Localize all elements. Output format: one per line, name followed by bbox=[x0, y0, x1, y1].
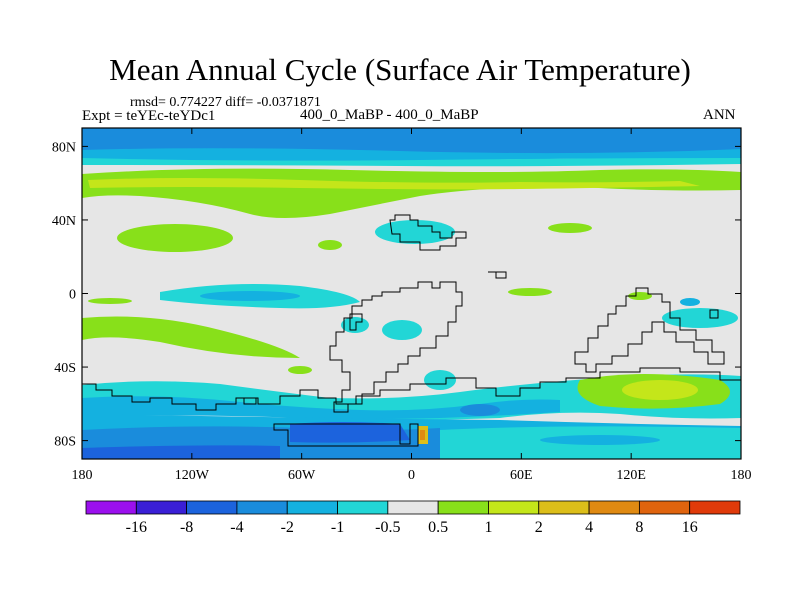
colorbar-label: 4 bbox=[585, 519, 593, 536]
lon-tick-label: 120W bbox=[175, 468, 210, 483]
cool-patch bbox=[680, 298, 700, 306]
colorbar-swatch bbox=[638, 500, 691, 515]
colorbar-swatch bbox=[588, 500, 640, 515]
colorbar-swatch bbox=[236, 500, 288, 515]
arctic-band-cyan bbox=[82, 148, 741, 163]
blue-patch bbox=[460, 404, 500, 416]
coastlines bbox=[82, 214, 741, 447]
arctic-band-lightcyan bbox=[82, 158, 741, 167]
southern-cool-core bbox=[82, 396, 560, 419]
lat-tick-label: 40N bbox=[52, 214, 76, 229]
colorbar-swatch bbox=[387, 500, 439, 515]
colorbar-swatch bbox=[437, 500, 489, 515]
warmer-patch-south bbox=[622, 380, 698, 400]
lon-tick-label: 60E bbox=[510, 468, 533, 483]
warm-patch bbox=[508, 288, 552, 296]
warm-patch bbox=[318, 240, 342, 250]
warm-patch bbox=[628, 292, 652, 300]
longitude-axis: 180 120W 60W 0 60E 120E 180 bbox=[72, 128, 752, 483]
colorbar: -16 -8 -4 -2 -1 -0.5 0.5 1 2 4 8 16 bbox=[85, 500, 741, 536]
lon-tick-label: 120E bbox=[616, 468, 646, 483]
colorbar-label: 8 bbox=[635, 519, 643, 536]
lat-tick-label: 40S bbox=[54, 361, 76, 376]
case-label: 400_0_MaBP - 400_0_MaBP bbox=[300, 107, 479, 123]
lat-tick-label: 0 bbox=[69, 288, 76, 303]
north-warmer-strip bbox=[88, 178, 700, 190]
colorbar-label: 1 bbox=[484, 519, 492, 536]
season-label: ANN bbox=[703, 107, 736, 123]
stats-line: rmsd= 0.774227 diff= -0.0371871 bbox=[130, 95, 321, 110]
warm-patch bbox=[117, 224, 233, 252]
antarctic-deep-blue-core bbox=[290, 422, 410, 443]
colorbar-label: -0.5 bbox=[375, 519, 400, 536]
colorbar-label: 16 bbox=[682, 519, 698, 536]
colorbar-label: -2 bbox=[281, 519, 294, 536]
colorbar-label: 0.5 bbox=[428, 519, 448, 536]
hotter-spot bbox=[420, 430, 425, 440]
colorbar-label: -1 bbox=[331, 519, 344, 536]
cool-patch bbox=[424, 370, 456, 390]
cool-patch bbox=[382, 320, 422, 340]
warm-patch bbox=[288, 366, 312, 374]
warm-patch bbox=[88, 298, 132, 304]
colorbar-label: -4 bbox=[230, 519, 243, 536]
lat-tick-label: 80N bbox=[52, 140, 76, 155]
colorbar-swatch bbox=[286, 500, 338, 515]
lon-tick-label: 180 bbox=[731, 468, 752, 483]
latitude-axis: 80N 40N 0 40S 80S bbox=[52, 140, 741, 450]
colorbar-swatch bbox=[85, 500, 137, 515]
plot-title: Mean Annual Cycle (Surface Air Temperatu… bbox=[109, 52, 691, 87]
cool-patch bbox=[341, 317, 369, 333]
antarctic-deep-blue bbox=[82, 445, 280, 459]
cool-patch bbox=[375, 220, 455, 244]
lon-tick-label: 0 bbox=[408, 468, 415, 483]
warm-patch bbox=[548, 223, 592, 233]
colorbar-label: 2 bbox=[535, 519, 543, 536]
colorbar-swatch bbox=[337, 500, 389, 515]
lon-tick-label: 60W bbox=[288, 468, 316, 483]
colorbar-label: -16 bbox=[126, 519, 147, 536]
colorbar-swatch bbox=[186, 500, 238, 515]
colorbar-swatch bbox=[488, 500, 540, 515]
colorbar-swatch bbox=[135, 500, 188, 515]
cool-patch bbox=[540, 435, 660, 445]
colorbar-label: -8 bbox=[180, 519, 193, 536]
experiment-label: Expt = teYEc-teYDc1 bbox=[82, 108, 216, 124]
colorbar-swatch bbox=[689, 500, 741, 515]
warm-tongue bbox=[82, 316, 300, 358]
lat-tick-label: 80S bbox=[54, 435, 76, 450]
lon-tick-label: 180 bbox=[72, 468, 93, 483]
cool-patch bbox=[662, 308, 738, 328]
colorbar-swatch bbox=[538, 500, 590, 515]
tropical-cool-core bbox=[200, 291, 300, 301]
